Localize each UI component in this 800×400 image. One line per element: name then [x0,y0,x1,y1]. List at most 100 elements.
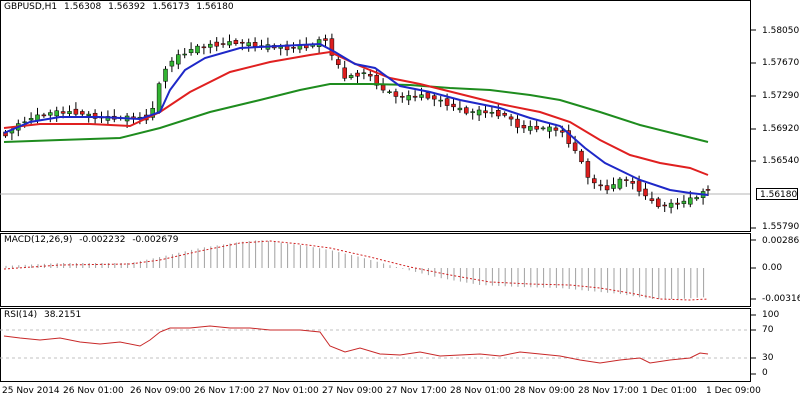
candle-body [457,107,463,111]
candle-body [476,109,482,116]
candle-body [432,95,437,100]
candle-body [662,204,667,207]
time-axis-label: 26 Nov 01:00 [63,386,124,396]
candle-body [246,42,251,47]
candle-body [329,38,335,56]
candle-body [28,118,34,121]
candle-body [528,126,533,131]
rsi-value: 38.2151 [43,310,82,320]
high-value: 1.56392 [108,2,146,12]
rsi-axis-label: 30 [762,353,774,363]
candle-body [636,180,642,192]
candle-body [694,197,699,200]
candle-body [566,130,571,144]
candle-body [598,184,603,187]
candle-body [240,41,245,44]
candle-body [54,110,59,117]
candle-body [643,188,648,197]
symbol-label: GBPUSD,H1 [4,2,58,12]
price-axis-label: 1.57290 [762,91,800,101]
candle-body [681,200,687,204]
macd-signal-line [3,240,709,301]
macd-pane[interactable]: MACD(12,26,9) -0.002232 -0.002679 0.0028… [0,233,800,307]
rsi-pane-frame [0,308,751,382]
candle-body [297,45,303,50]
price-axis-label: 1.55790 [762,222,800,232]
candle-body [208,43,213,48]
candle-body [515,118,520,128]
candle-body [656,198,661,207]
candle-body [182,53,187,56]
candle-body [220,43,226,45]
macd-chart[interactable] [0,233,800,307]
macd-axis-label: 0.002865 [762,236,800,246]
candle-body [412,95,418,98]
candle-body [291,47,296,49]
candle-body [176,54,181,65]
candle-body [540,127,546,130]
candle-body [201,46,207,49]
candle-body [579,150,584,163]
candle-body [406,95,411,101]
candle-body [611,184,616,189]
time-axis-label: 27 Nov 17:00 [386,386,447,396]
candle-body [534,125,539,130]
candle-body [521,125,527,129]
candle-body [60,111,66,114]
rsi-chart[interactable] [0,308,800,382]
candle-body [508,116,514,120]
candle-body [336,59,341,65]
price-chart-pane[interactable]: GBPUSD,H1 1.56308 1.56392 1.56173 1.5618… [0,0,800,232]
time-axis-label: 26 Nov 09:00 [130,386,191,396]
candle-body [425,92,431,99]
time-axis-label: 27 Nov 01:00 [258,386,319,396]
candle-body [80,111,85,115]
candle-body [547,126,552,132]
candle-body [705,189,711,191]
candle-body [48,112,53,116]
price-chart[interactable] [0,0,800,232]
close-value: 1.56180 [196,2,234,12]
candle-body [483,110,488,114]
candle-body [342,67,347,79]
price-axis-label: 1.56920 [762,124,800,134]
candle-body [35,114,40,121]
candle-body [380,84,386,91]
candle-body [323,38,328,41]
candle-body [496,109,501,117]
candle-body [572,142,578,151]
macd-main-value: -0.002232 [79,235,126,245]
candle-body [585,161,591,178]
candle-body [348,75,354,78]
candle-body [227,41,232,46]
rsi-pane[interactable]: RSI(14) 38.2151 100 70 30 0 [0,308,800,382]
candle-body [368,74,373,77]
macd-title: MACD(12,26,9) [4,235,73,245]
candle-body [252,42,258,47]
candle-body [470,111,475,113]
current-price-marker: 1.56180 [756,188,798,200]
candle-body [464,107,469,114]
candle-body [163,68,168,82]
time-axis-label: 25 Nov 2014 [2,386,60,396]
candle-body [41,114,47,117]
candle-body [451,103,456,108]
moving-average-mid [3,50,709,176]
rsi-axis-label: 70 [762,325,774,335]
rsi-axis-label: 100 [762,310,780,320]
macd-pane-frame [0,233,751,307]
candle-body [169,60,175,67]
candle-body [604,185,610,191]
candle-body [630,181,635,184]
rsi-header: RSI(14) 38.2151 [4,310,85,320]
candle-body [624,179,629,181]
rsi-title: RSI(14) [4,310,38,320]
candle-body [214,41,219,47]
macd-axis-label: 0.00 [762,263,783,273]
candle-body [489,111,495,114]
price-axis-label: 1.56540 [762,156,800,166]
candle-body [361,72,367,74]
macd-signal-value: -0.002679 [132,235,179,245]
candle-body [67,111,72,114]
candle-body [374,75,379,86]
